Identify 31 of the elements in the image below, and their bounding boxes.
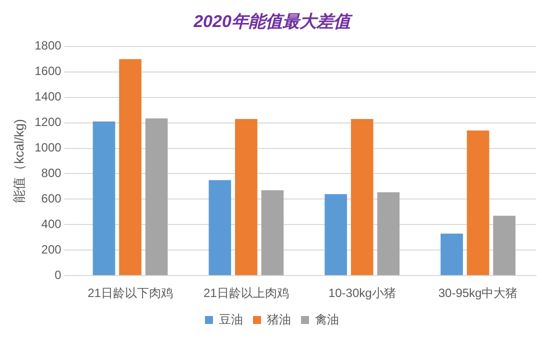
y-tick-label: 1400 (34, 90, 62, 104)
y-tick-label: 1000 (34, 140, 62, 155)
x-tick-label: 21日龄以下肉鸡 (88, 286, 173, 300)
y-tick-label: 1200 (34, 115, 62, 130)
bar (261, 190, 284, 276)
bar (350, 118, 374, 276)
x-tick-label: 21日龄以上肉鸡 (204, 286, 289, 300)
bar (235, 118, 258, 276)
bar (92, 122, 116, 276)
x-tick-label: 10-30kg小猪 (328, 286, 396, 300)
bar (493, 216, 516, 276)
legend-label: 猪油 (267, 312, 291, 326)
legend-label: 豆油 (219, 312, 243, 326)
chart-title: 2020年能值最大差值 (192, 12, 354, 31)
y-tick-label: 1800 (34, 38, 62, 53)
y-tick-label: 600 (41, 192, 62, 206)
x-tick-label: 30-95kg中大猪 (438, 286, 518, 300)
bar (119, 59, 142, 276)
bar (208, 180, 232, 276)
bar (324, 194, 347, 276)
bar (377, 192, 400, 276)
bar (145, 118, 168, 276)
y-tick-label: 0 (54, 268, 62, 282)
y-tick-label: 800 (41, 166, 62, 180)
y-tick-label: 1600 (34, 64, 62, 78)
bar (466, 130, 490, 276)
y-tick-label: 400 (41, 216, 62, 231)
y-axis-title: 能值（kcal/kg) (11, 119, 26, 203)
y-tick-label: 200 (41, 242, 62, 256)
bar (440, 234, 463, 276)
legend-label: 禽油 (315, 312, 339, 326)
